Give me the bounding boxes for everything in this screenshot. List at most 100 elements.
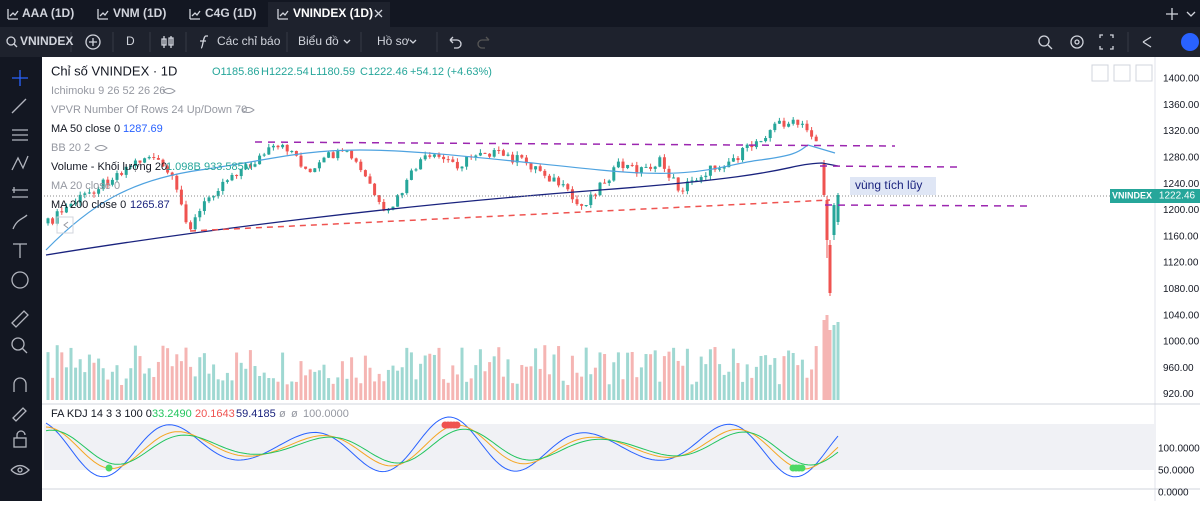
tab[interactable]: VNINDEX (1D) xyxy=(293,6,373,20)
volume-bar xyxy=(78,359,82,400)
settings-button[interactable] xyxy=(1070,35,1084,49)
volume-bar xyxy=(483,371,487,400)
kdj-label: FA KDJ 14 3 3 100 0 xyxy=(51,408,152,420)
volume-bar xyxy=(603,354,607,400)
legend-high: H1222.54 xyxy=(261,66,309,78)
volume-bar xyxy=(822,320,826,400)
volume-bar xyxy=(97,358,101,400)
candle-body xyxy=(115,173,119,180)
volume-bar xyxy=(529,366,533,400)
volume-bar xyxy=(428,353,432,400)
candle-body xyxy=(658,157,662,167)
candle-body xyxy=(308,168,312,173)
candle-body xyxy=(276,145,280,148)
price-axis-label: 960.00 xyxy=(1163,363,1194,374)
candle-body xyxy=(391,206,395,210)
candle-body xyxy=(822,164,826,195)
volume-bar xyxy=(317,370,321,400)
candle-body xyxy=(557,177,561,186)
volume-bar xyxy=(212,364,216,400)
candle-body xyxy=(460,166,464,169)
volume-bar xyxy=(828,330,832,400)
price-tag xyxy=(1155,189,1200,203)
candle-body xyxy=(515,155,519,163)
volume-bar xyxy=(630,352,634,400)
candle-body xyxy=(672,177,676,179)
candle-body xyxy=(593,194,597,196)
undo[interactable] xyxy=(449,36,462,49)
share-button[interactable] xyxy=(1142,36,1152,48)
candle-body xyxy=(520,155,524,158)
volume-bar xyxy=(55,345,59,400)
fullscreen-button[interactable] xyxy=(1099,34,1114,50)
volume-bar xyxy=(405,347,409,400)
volume-bar xyxy=(304,375,308,400)
interval[interactable]: D xyxy=(126,34,135,48)
price-axis-label: 1120.00 xyxy=(1163,258,1199,269)
volume-bar xyxy=(621,379,625,400)
symbol-tag-label: VNINDEX xyxy=(1112,190,1152,200)
candle-body xyxy=(124,166,128,175)
candle-body xyxy=(152,157,156,159)
volume-bar xyxy=(685,348,689,400)
volume-bar xyxy=(741,381,745,400)
price-axis-label: 920.00 xyxy=(1163,389,1194,400)
candle-body xyxy=(570,189,574,200)
volume-bar xyxy=(552,354,556,400)
volume-bar xyxy=(285,384,289,400)
candle-body xyxy=(409,170,413,180)
volume-bar xyxy=(363,355,367,400)
volume-bar xyxy=(782,356,786,400)
volume-bar xyxy=(575,372,579,400)
volume-bar xyxy=(101,368,105,400)
indicators-button[interactable]: Các chỉ báo xyxy=(217,34,281,48)
volume-bar xyxy=(561,380,565,400)
volume-bar xyxy=(345,378,349,400)
tab-bar xyxy=(0,0,1200,27)
volume-bar xyxy=(258,376,262,400)
candle-body xyxy=(836,195,840,222)
volume-bar xyxy=(175,354,179,400)
close-tab[interactable] xyxy=(374,9,383,18)
volume-bar xyxy=(690,384,694,400)
tab[interactable]: AAA (1D) xyxy=(22,6,74,20)
compare-button[interactable] xyxy=(85,34,101,50)
active-tab[interactable] xyxy=(268,2,390,27)
add-tab[interactable] xyxy=(1166,8,1178,20)
candle-body xyxy=(543,170,547,176)
volume-bar xyxy=(152,376,156,400)
search-icon xyxy=(6,36,16,46)
candle-body xyxy=(239,168,243,177)
chart-type[interactable] xyxy=(161,36,174,48)
volume-bar xyxy=(584,347,588,400)
volume-bar xyxy=(336,377,340,400)
volume-bar xyxy=(115,365,119,400)
chart-menu[interactable]: Biểu đồ xyxy=(298,34,339,48)
volume-bar xyxy=(189,366,193,400)
profile-menu[interactable]: Hồ sơ xyxy=(377,34,410,48)
zoom-button[interactable] xyxy=(1038,35,1050,47)
candle-body xyxy=(110,179,114,185)
candle-body xyxy=(138,160,142,163)
candle-body xyxy=(639,167,643,174)
symbol-search[interactable]: VNINDEX xyxy=(20,34,73,48)
kdj-value: ø xyxy=(291,408,298,420)
tab-menu[interactable] xyxy=(1186,11,1196,17)
volume-bar xyxy=(607,384,611,400)
tab[interactable]: C4G (1D) xyxy=(205,6,256,20)
kdj-value: 20.1643 xyxy=(195,408,235,420)
price-axis-label: 1040.00 xyxy=(1163,310,1200,321)
candle-body xyxy=(60,211,64,213)
candle-body xyxy=(248,164,252,167)
redo[interactable] xyxy=(477,36,490,49)
tab[interactable]: VNM (1D) xyxy=(113,6,166,20)
candle-body xyxy=(552,177,556,182)
candle-body xyxy=(225,180,229,182)
candle-body xyxy=(718,168,722,170)
volume-bar xyxy=(699,356,703,400)
candle-body xyxy=(419,159,423,170)
price-axis-label: 1160.00 xyxy=(1163,231,1199,242)
legend-open: O1185.86 xyxy=(212,66,260,78)
candle-body xyxy=(198,211,202,218)
volume-bar xyxy=(713,347,717,400)
